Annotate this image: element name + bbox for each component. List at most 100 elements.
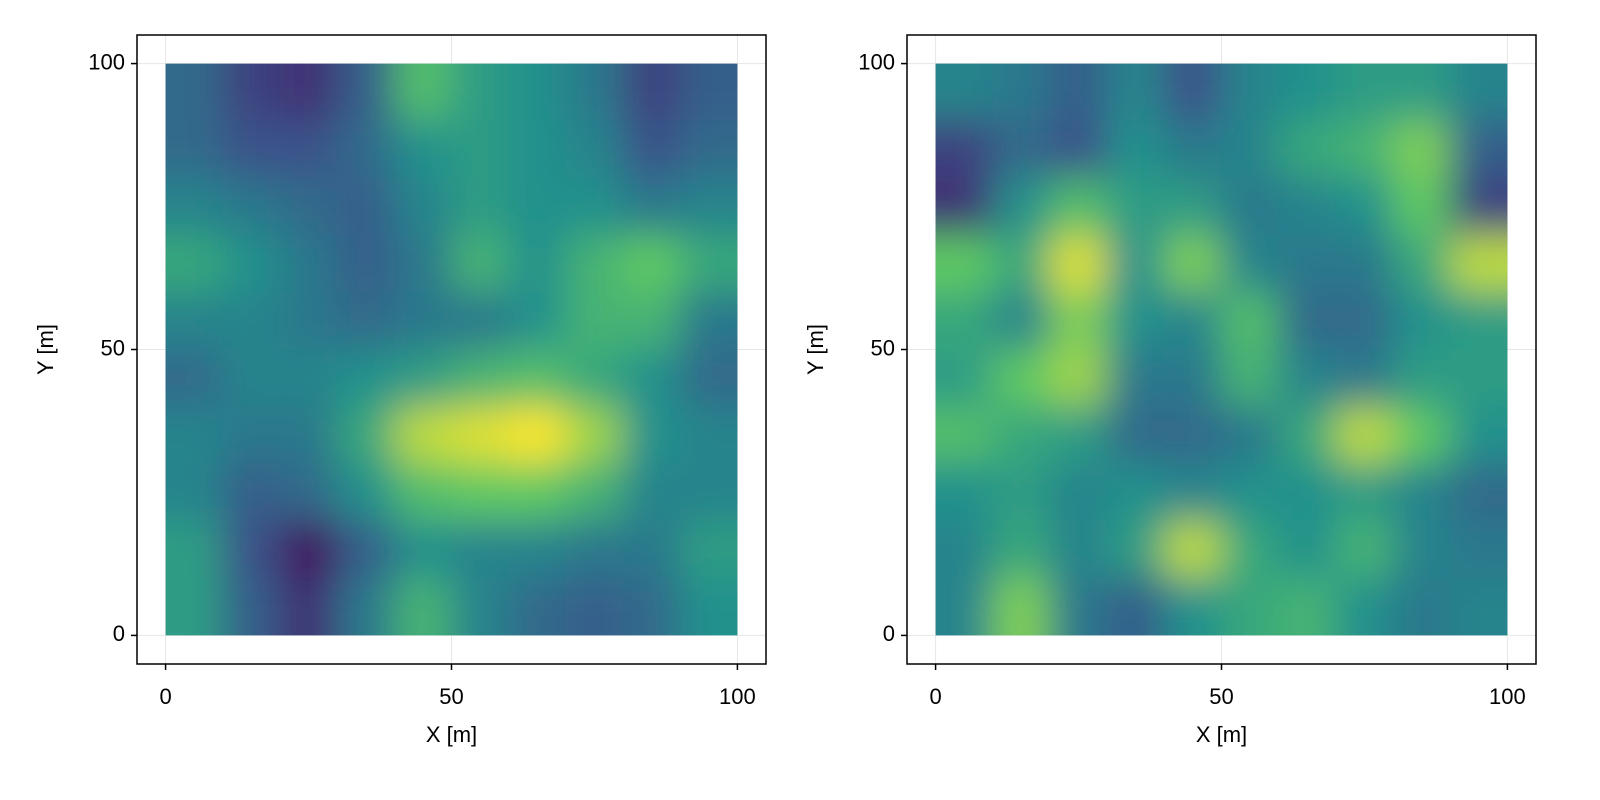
- heat-cell: [279, 406, 338, 465]
- heat-cell: [1049, 406, 1108, 465]
- heat-cell: [565, 406, 624, 465]
- heat-cell: [393, 520, 452, 579]
- heat-cell: [508, 520, 567, 579]
- heat-cell: [508, 177, 567, 236]
- heat-cell: [451, 63, 510, 122]
- heat-cell: [336, 406, 395, 465]
- heat-cell: [1335, 520, 1394, 579]
- x-tick-label: 0: [159, 684, 171, 709]
- y-tick-label: 100: [88, 49, 125, 74]
- x-tick-label: 50: [1209, 684, 1233, 709]
- heat-cell: [1163, 63, 1222, 122]
- x-tick-label: 100: [1489, 684, 1526, 709]
- heat-cell: [1449, 291, 1508, 350]
- heat-cell: [1106, 463, 1165, 522]
- heat-cell: [1049, 520, 1108, 579]
- heat-cell: [222, 291, 281, 350]
- heat-cell: [1449, 463, 1508, 522]
- heat-cell: [279, 120, 338, 179]
- heat-cell: [1335, 291, 1394, 350]
- heat-cell: [1278, 349, 1337, 408]
- heat-cell: [1278, 63, 1337, 122]
- heat-cell: [165, 63, 224, 122]
- x-axis-label: X [m]: [426, 722, 477, 747]
- heat-cell: [336, 177, 395, 236]
- heat-cell: [1278, 577, 1337, 636]
- heat-cell: [565, 177, 624, 236]
- heat-cell: [222, 406, 281, 465]
- heatmap-cells: [935, 63, 1508, 636]
- heat-cell: [1163, 463, 1222, 522]
- heat-cell: [565, 234, 624, 293]
- heat-cell: [622, 177, 681, 236]
- heat-cell: [1049, 577, 1108, 636]
- heat-cell: [222, 463, 281, 522]
- heat-cell: [1335, 120, 1394, 179]
- heat-cell: [565, 291, 624, 350]
- heat-cell: [622, 234, 681, 293]
- heat-cell: [1106, 63, 1165, 122]
- heat-cell: [508, 63, 567, 122]
- heat-cell: [1392, 120, 1451, 179]
- heat-cell: [393, 120, 452, 179]
- heat-cell: [165, 349, 224, 408]
- heat-cell: [1221, 63, 1280, 122]
- heat-cell: [1449, 406, 1508, 465]
- heat-cell: [1278, 406, 1337, 465]
- heat-cell: [393, 406, 452, 465]
- heat-cell: [622, 291, 681, 350]
- heat-cell: [622, 463, 681, 522]
- y-axis-label: Y [m]: [803, 324, 828, 375]
- heat-cell: [393, 234, 452, 293]
- heat-cell: [165, 291, 224, 350]
- heat-cell: [336, 291, 395, 350]
- heat-cell: [1049, 177, 1108, 236]
- heat-cell: [1335, 63, 1394, 122]
- heat-cell: [1106, 291, 1165, 350]
- heat-cell: [222, 234, 281, 293]
- y-axis-label: Y [m]: [33, 324, 58, 375]
- heat-cell: [1221, 234, 1280, 293]
- heat-cell: [508, 463, 567, 522]
- heat-cell: [279, 177, 338, 236]
- heat-cell: [679, 177, 738, 236]
- heat-cell: [565, 63, 624, 122]
- heat-cell: [1221, 577, 1280, 636]
- heat-cell: [1163, 406, 1222, 465]
- heat-cell: [393, 177, 452, 236]
- heat-cell: [451, 520, 510, 579]
- heat-cell: [1392, 291, 1451, 350]
- heat-cell: [222, 63, 281, 122]
- heat-cell: [1335, 234, 1394, 293]
- heat-cell: [679, 463, 738, 522]
- heat-cell: [336, 577, 395, 636]
- heat-cell: [1049, 291, 1108, 350]
- heat-cell: [1163, 520, 1222, 579]
- heat-cell: [992, 577, 1051, 636]
- y-tick-label: 100: [858, 49, 895, 74]
- heat-cell: [393, 63, 452, 122]
- heat-cell: [622, 63, 681, 122]
- heat-cell: [1049, 463, 1108, 522]
- heat-cell: [1449, 349, 1508, 408]
- heat-cell: [1049, 120, 1108, 179]
- heat-cell: [1392, 177, 1451, 236]
- heat-cell: [1106, 120, 1165, 179]
- heat-cell: [451, 349, 510, 408]
- heat-cell: [935, 63, 994, 122]
- heat-cell: [1221, 120, 1280, 179]
- heat-cell: [1335, 177, 1394, 236]
- heat-cell: [935, 406, 994, 465]
- heat-cell: [935, 291, 994, 350]
- heat-cell: [165, 177, 224, 236]
- heat-cell: [935, 463, 994, 522]
- heat-cell: [622, 577, 681, 636]
- heat-cell: [393, 349, 452, 408]
- heat-cell: [565, 463, 624, 522]
- heat-cell: [992, 177, 1051, 236]
- heat-cell: [1449, 577, 1508, 636]
- y-tick-label: 0: [883, 621, 895, 646]
- heat-cell: [992, 349, 1051, 408]
- heat-cell: [393, 291, 452, 350]
